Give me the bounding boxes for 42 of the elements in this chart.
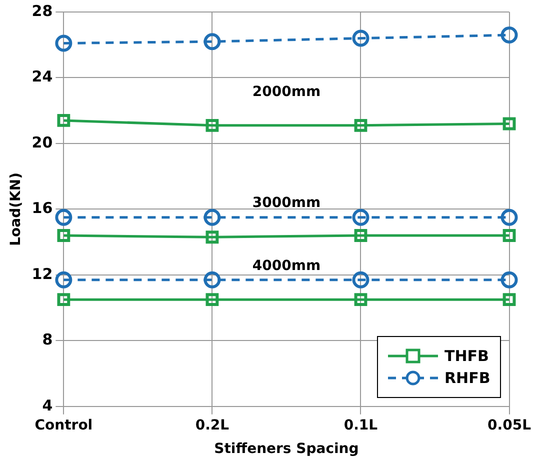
point — [57, 114, 70, 127]
point — [354, 229, 368, 242]
point — [204, 208, 221, 226]
point — [206, 118, 219, 132]
point — [354, 118, 368, 132]
point — [55, 208, 72, 226]
point — [352, 30, 370, 47]
y-tick-label: 4 — [42, 396, 53, 414]
x-tick-label: 0.2L — [195, 417, 230, 434]
point — [354, 293, 368, 306]
point — [55, 34, 72, 52]
y-tick-label: 28 — [32, 2, 53, 20]
y-tick-label: 16 — [32, 199, 53, 218]
y-tick-label: 20 — [32, 133, 53, 152]
point — [500, 26, 518, 44]
x-tick-label: 0.05L — [488, 417, 532, 434]
legend-label: THFB — [444, 347, 489, 366]
point — [352, 271, 370, 288]
point — [206, 230, 219, 244]
y-tick-label: 8 — [42, 330, 53, 349]
annotation: 3000mm — [252, 194, 321, 211]
x-tick-label: 0.1L — [344, 417, 378, 434]
point — [500, 208, 518, 226]
point — [206, 293, 219, 306]
annotation: 2000mm — [252, 84, 321, 100]
point — [502, 229, 516, 242]
y-tick-label: 12 — [32, 264, 53, 283]
point — [502, 293, 516, 306]
point — [57, 229, 70, 242]
point — [57, 293, 70, 306]
legend-label: RHFB — [444, 369, 490, 388]
y-tick-label: 24 — [32, 68, 53, 86]
x-tick-label: Control — [34, 417, 93, 434]
point — [502, 117, 516, 130]
point — [204, 271, 221, 288]
point — [204, 33, 221, 50]
annotation: 4000mm — [252, 258, 321, 274]
x-axis-title: Stiffeners Spacing — [214, 441, 359, 458]
y-axis-title: Load(KN) — [8, 172, 24, 246]
point — [55, 271, 72, 288]
point — [500, 271, 518, 288]
point — [352, 208, 370, 226]
